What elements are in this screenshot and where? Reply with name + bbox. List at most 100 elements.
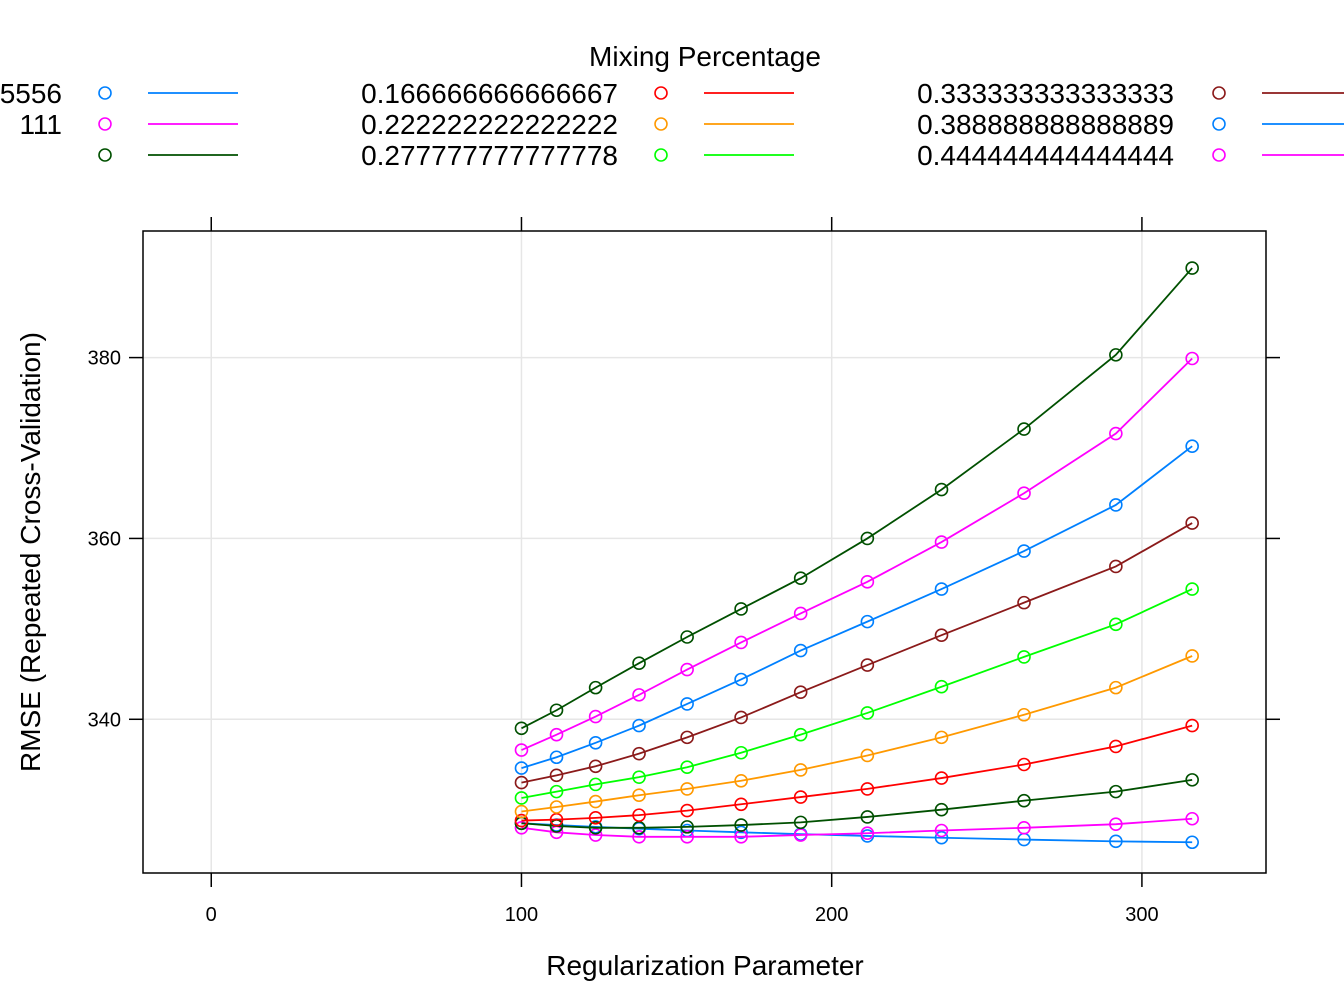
legend-entry: 0.444444444444444	[917, 140, 1344, 171]
data-point	[588, 709, 603, 724]
data-point	[549, 768, 564, 783]
data-point	[1017, 486, 1031, 501]
data-point	[588, 777, 603, 792]
data-point	[514, 743, 529, 757]
series-4	[514, 649, 1199, 819]
data-point	[934, 628, 949, 642]
data-point	[934, 679, 949, 694]
data-point	[549, 784, 564, 799]
legend-marker	[1212, 148, 1226, 162]
legend-marker	[654, 148, 668, 162]
y-tick-label: 340	[88, 709, 121, 731]
data-point	[1185, 439, 1199, 454]
data-point	[588, 820, 603, 835]
data-point	[680, 830, 694, 844]
data-point	[860, 575, 875, 589]
data-point	[588, 680, 603, 695]
data-point	[860, 531, 875, 546]
data-point	[793, 763, 808, 777]
data-point	[680, 697, 694, 711]
data-point	[734, 672, 748, 687]
legend-label: 5556	[0, 78, 62, 109]
data-point	[734, 710, 748, 725]
data-point	[860, 782, 875, 796]
legend-marker	[1212, 86, 1226, 100]
grid	[143, 231, 1266, 873]
data-point	[1185, 351, 1199, 366]
series-line	[521, 445, 1193, 769]
series-8	[514, 351, 1199, 757]
series-line	[521, 267, 1193, 730]
data-point	[1109, 498, 1123, 512]
x-tick-label: 200	[815, 904, 848, 926]
data-point	[860, 826, 875, 841]
data-point	[1109, 426, 1123, 441]
data-point	[588, 794, 603, 809]
data-point	[1109, 817, 1123, 831]
data-point	[632, 808, 646, 822]
data-point	[1185, 516, 1199, 530]
y-tick-label: 360	[88, 528, 121, 550]
legend-label: 0.222222222222222	[361, 109, 618, 140]
data-point	[680, 630, 694, 644]
axes: 0 100 200 300 340 360 380	[88, 217, 1280, 926]
legend-marker	[98, 86, 112, 100]
data-point	[514, 791, 529, 805]
data-point	[680, 803, 694, 818]
data-point	[588, 735, 603, 750]
series-line	[521, 655, 1193, 813]
data-point	[632, 688, 646, 702]
data-point	[1017, 757, 1031, 772]
data-point	[860, 658, 875, 672]
data-point	[1109, 617, 1123, 632]
data-point	[1109, 834, 1123, 849]
data-point	[1185, 835, 1199, 850]
data-point	[1109, 739, 1123, 754]
data-point	[632, 746, 646, 761]
legend-entry: 0.277777777777778	[361, 140, 794, 171]
legend-entry: 0.222222222222222	[361, 109, 794, 140]
data-point	[934, 830, 949, 845]
legend-title: Mixing Percentage	[589, 41, 821, 72]
legend-label: 0.166666666666667	[361, 78, 618, 109]
y-axis-title: RMSE (Repeated Cross-Validation)	[15, 332, 46, 772]
data-point	[514, 804, 529, 819]
series-5	[514, 582, 1199, 805]
data-point	[680, 782, 694, 796]
series-line	[521, 522, 1193, 784]
data-point	[1109, 559, 1123, 574]
data-point	[1017, 422, 1031, 436]
series-line	[521, 357, 1193, 751]
data-point	[934, 823, 949, 838]
data-point	[514, 820, 529, 835]
data-point	[860, 748, 875, 763]
data-point	[632, 830, 646, 844]
data-point	[1185, 582, 1199, 596]
series-1	[514, 811, 1199, 844]
data-point	[1185, 649, 1199, 663]
series-line	[521, 724, 1193, 822]
series-line	[521, 778, 1193, 829]
data-point	[860, 614, 875, 629]
data-point	[934, 582, 949, 596]
data-point	[680, 730, 694, 745]
data-point	[934, 730, 949, 745]
data-point	[1185, 811, 1199, 826]
data-point	[632, 718, 646, 733]
data-point	[934, 802, 949, 817]
data-point	[860, 706, 875, 720]
data-point	[588, 759, 603, 774]
series-3	[514, 718, 1199, 828]
data-point	[934, 535, 949, 549]
series-line	[521, 588, 1193, 799]
data-point	[1017, 793, 1031, 808]
data-point	[514, 761, 529, 775]
data-point	[793, 727, 808, 742]
legend-entry	[98, 148, 238, 162]
data-point	[549, 750, 564, 765]
data-point	[1185, 773, 1199, 787]
data-point	[1017, 544, 1031, 558]
y-tick-label: 380	[88, 348, 121, 370]
data-point	[1017, 650, 1031, 664]
